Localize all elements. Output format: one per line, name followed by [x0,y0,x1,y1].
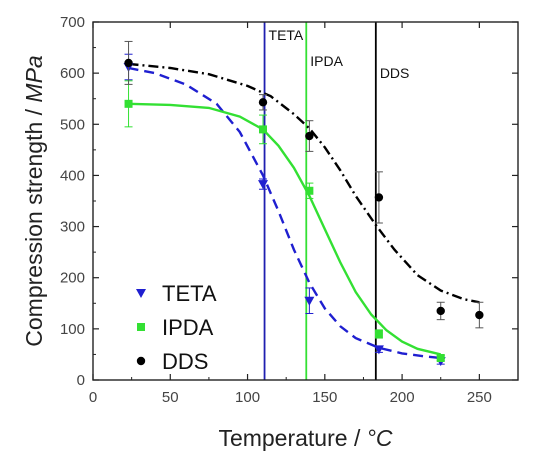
y-tick-label: 600 [60,65,85,82]
y-tick-label: 0 [77,372,85,389]
plot-area: TETA IPDA DDS [123,22,484,380]
axes: 0 50 100 150 200 250 0 100 200 300 400 500 600 700 [60,14,519,406]
legend: TETA IPDA DDS [136,281,217,374]
x-axis-unit: °C [367,425,393,451]
legend-label-dds: DDS [162,349,208,374]
data-point-ipda [305,186,314,195]
data-point-ipda [436,354,445,363]
x-tick-label: 100 [235,389,260,406]
x-axis-label: Temperature [218,425,347,451]
y-tick-label: 500 [60,116,85,133]
data-point-dds [436,306,445,316]
legend-marker-teta [136,289,146,298]
fit-curve-dds [128,62,480,304]
x-axis-separator: / [354,425,367,451]
y-tick-label: 300 [60,219,85,236]
data-point-ipda [259,125,267,134]
data-point-dds [258,98,268,107]
y-tick-label: 400 [60,167,85,184]
data-point-teta [373,345,384,355]
data-point-teta [304,296,315,306]
fit-curve-teta [128,66,441,360]
x-tick-label: 50 [162,389,179,406]
data-point-dds [124,58,133,68]
data-point-dds [374,193,384,202]
transition-label-teta: TETA [269,27,304,43]
transition-label-dds: DDS [380,65,410,81]
x-tick-label: 150 [312,389,337,406]
fit-curve-ipda [128,102,441,356]
y-tick-label: 200 [60,270,85,287]
x-tick-label: 0 [89,389,97,406]
y-axis-title: Compression strength / MPa [21,55,47,346]
y-axis-unit: MPa [21,55,47,102]
x-tick-label: 200 [390,389,415,406]
x-axis-title: Temperature / °C [218,425,392,451]
data-point-ipda [374,329,383,338]
legend-label-teta: TETA [162,281,217,306]
data-point-dds [305,131,314,141]
y-axis-label: Compression strength [21,122,47,347]
y-axis-separator: / [21,103,47,116]
data-point-dds [475,310,484,320]
data-point-ipda [124,99,133,108]
y-tick-label: 100 [60,321,85,338]
legend-marker-dds [136,356,146,366]
legend-label-ipda: IPDA [162,315,214,340]
y-tick-label: 700 [60,14,85,31]
transition-label-ipda: IPDA [310,53,343,69]
x-tick-label: 250 [467,389,492,406]
legend-marker-ipda [137,323,145,331]
data-point-teta [258,180,268,190]
